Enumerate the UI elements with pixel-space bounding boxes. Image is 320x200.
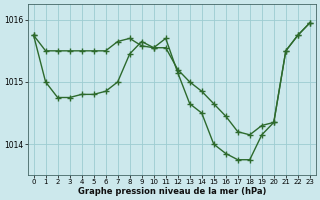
- X-axis label: Graphe pression niveau de la mer (hPa): Graphe pression niveau de la mer (hPa): [77, 187, 266, 196]
